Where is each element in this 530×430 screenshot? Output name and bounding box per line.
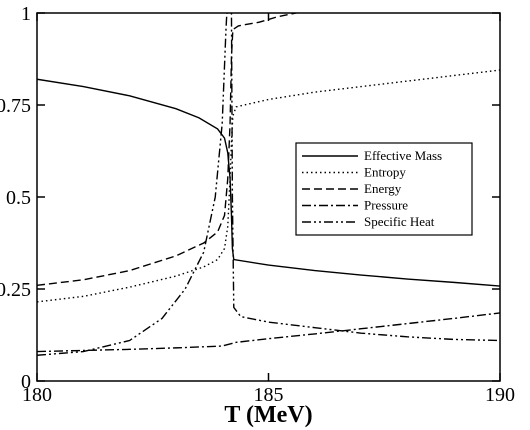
legend-label: Pressure — [364, 198, 408, 213]
series-group — [37, 13, 500, 356]
y-tick-label: 0 — [21, 371, 31, 393]
series-line-pressure — [37, 312, 500, 353]
x-tick-label: 190 — [485, 384, 515, 406]
legend-label: Effective Mass — [364, 148, 442, 163]
series-line-effective-mass — [37, 78, 500, 287]
series-line-entropy — [37, 69, 500, 303]
y-tick-label: 0.75 — [0, 95, 31, 117]
x-tick-label: 180 — [22, 384, 52, 406]
y-tick-label: 0.25 — [0, 279, 31, 301]
legend-box — [295, 142, 473, 236]
legend-label: Energy — [364, 181, 402, 196]
y-tick-label: 1 — [21, 3, 31, 25]
axis-ticks: 180 185 190 0 0.25 0.5 0.75 1 — [0, 3, 515, 406]
legend-label: Entropy — [364, 165, 406, 180]
series-line-energy — [37, 13, 297, 287]
legend-label: Specific Heat — [364, 214, 435, 229]
x-axis-label: T (MeV) — [224, 402, 312, 428]
series-line-specific-heat — [37, 13, 500, 356]
x-tick-label: 185 — [254, 384, 284, 406]
y-tick-label: 0.5 — [6, 187, 31, 209]
